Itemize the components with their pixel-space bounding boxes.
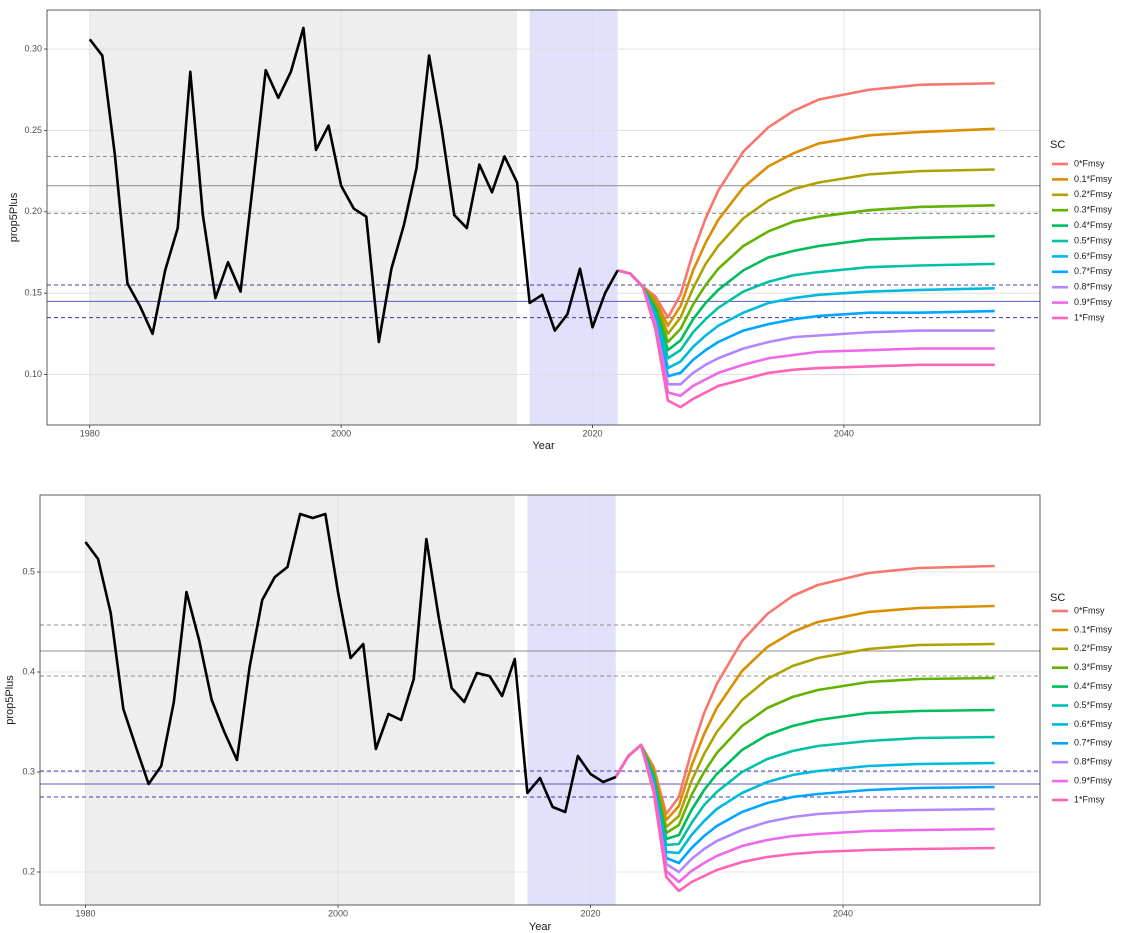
projection-line — [617, 269, 995, 409]
legend-label: 1*Fmsy — [1074, 312, 1105, 322]
legend-label: 0.4*Fmsy — [1074, 681, 1113, 691]
legend-label: 0.5*Fmsy — [1074, 235, 1113, 245]
y-tick-label: 0.3 — [22, 766, 35, 776]
y-axis-title: prop5Plus — [8, 192, 20, 242]
y-tick-label: 0.5 — [22, 566, 35, 576]
legend-title: SC — [1050, 139, 1065, 151]
legend-label: 0.1*Fmsy — [1074, 174, 1113, 184]
x-tick-label: 2000 — [328, 908, 348, 918]
history-line — [84, 512, 617, 814]
legend-label: 0.8*Fmsy — [1074, 282, 1113, 292]
panel: 0.2 0.3 0.4 0.5 1980 2000 2020 2040 Year prop5Plu… — [4, 494, 1113, 933]
y-tick-label: 0.10 — [24, 369, 42, 379]
y-tick-label: 0.2 — [22, 866, 35, 876]
y-tick-label: 0.4 — [22, 666, 35, 676]
x-tick-label: 2040 — [834, 428, 854, 438]
y-tick-label: 0.30 — [24, 43, 42, 53]
x-tick-label: 1980 — [80, 428, 100, 438]
y-tick-label: 0.25 — [24, 125, 42, 135]
legend-label: 0.9*Fmsy — [1074, 297, 1113, 307]
x-tick-label: 2040 — [833, 908, 853, 918]
legend-label: 0.3*Fmsy — [1074, 662, 1113, 672]
plot-border — [46, 9, 1041, 426]
legend-label: 0.7*Fmsy — [1074, 738, 1113, 748]
shaded-period — [527, 495, 616, 905]
projection-line — [614, 743, 995, 893]
history-line — [88, 26, 619, 344]
x-tick-label: 1980 — [75, 908, 95, 918]
legend-label: 0.7*Fmsy — [1074, 266, 1113, 276]
legend-label: 1*Fmsy — [1074, 794, 1105, 804]
legend-label: 0.1*Fmsy — [1074, 624, 1113, 634]
legend-label: 0*Fmsy — [1074, 158, 1105, 168]
legend-label: 0*Fmsy — [1074, 605, 1105, 615]
legend-label: 0.8*Fmsy — [1074, 757, 1113, 767]
shaded-period — [529, 10, 618, 425]
legend-label: 0.9*Fmsy — [1074, 775, 1113, 785]
legend-label: 0.3*Fmsy — [1074, 205, 1113, 215]
legend-label: 0.4*Fmsy — [1074, 220, 1113, 230]
y-tick-label: 0.15 — [24, 288, 42, 298]
shaded-period — [89, 10, 518, 425]
panel: 0.10 0.15 0.20 0.25 0.30 1980 2000 2020 2040 Year… — [8, 9, 1113, 452]
legend-label: 0.5*Fmsy — [1074, 700, 1113, 710]
x-tick-label: 2000 — [331, 428, 351, 438]
legend-label: 0.6*Fmsy — [1074, 251, 1113, 261]
y-tick-label: 0.20 — [24, 206, 42, 216]
x-tick-label: 2020 — [580, 908, 600, 918]
x-tick-label: 2020 — [583, 428, 603, 438]
plot-border — [39, 494, 1041, 906]
y-axis-title: prop5Plus — [4, 675, 16, 725]
legend-label: 0.2*Fmsy — [1074, 643, 1113, 653]
x-axis-title: Year — [529, 921, 552, 933]
legend-label: 0.2*Fmsy — [1074, 189, 1113, 199]
legend-title: SC — [1050, 592, 1065, 604]
x-axis-title: Year — [532, 440, 555, 452]
legend-label: 0.6*Fmsy — [1074, 719, 1113, 729]
shaded-period — [85, 495, 515, 905]
